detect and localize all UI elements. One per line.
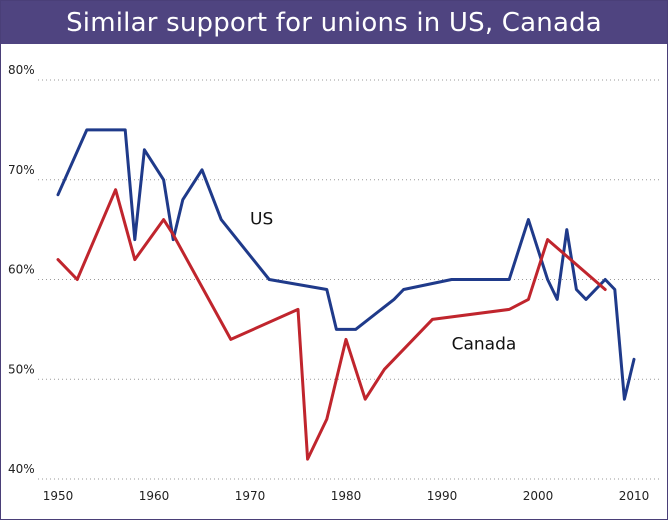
x-tick-label: 2010: [619, 489, 650, 503]
x-tick-label: 1970: [235, 489, 266, 503]
x-tick-label: 1980: [331, 489, 362, 503]
series-line-canada: [56, 188, 607, 461]
y-tick-label: 60%: [8, 263, 35, 277]
title-bar: Similar support for unions in US, Canada: [1, 1, 667, 44]
x-tick-label: 2000: [523, 489, 554, 503]
y-tick-label: 40%: [8, 462, 35, 476]
y-tick-label: 50%: [8, 362, 35, 376]
y-tick-label: 70%: [8, 163, 35, 177]
chart-title: Similar support for unions in US, Canada: [66, 7, 602, 38]
x-tick-label: 1960: [139, 489, 170, 503]
y-tick-label: 80%: [8, 63, 35, 77]
series-label-us: US: [250, 210, 273, 230]
series-label-canada: Canada: [452, 334, 517, 354]
x-tick-label: 1950: [43, 489, 74, 503]
series-line-us: [56, 128, 636, 401]
x-tick-label: 1990: [427, 489, 458, 503]
